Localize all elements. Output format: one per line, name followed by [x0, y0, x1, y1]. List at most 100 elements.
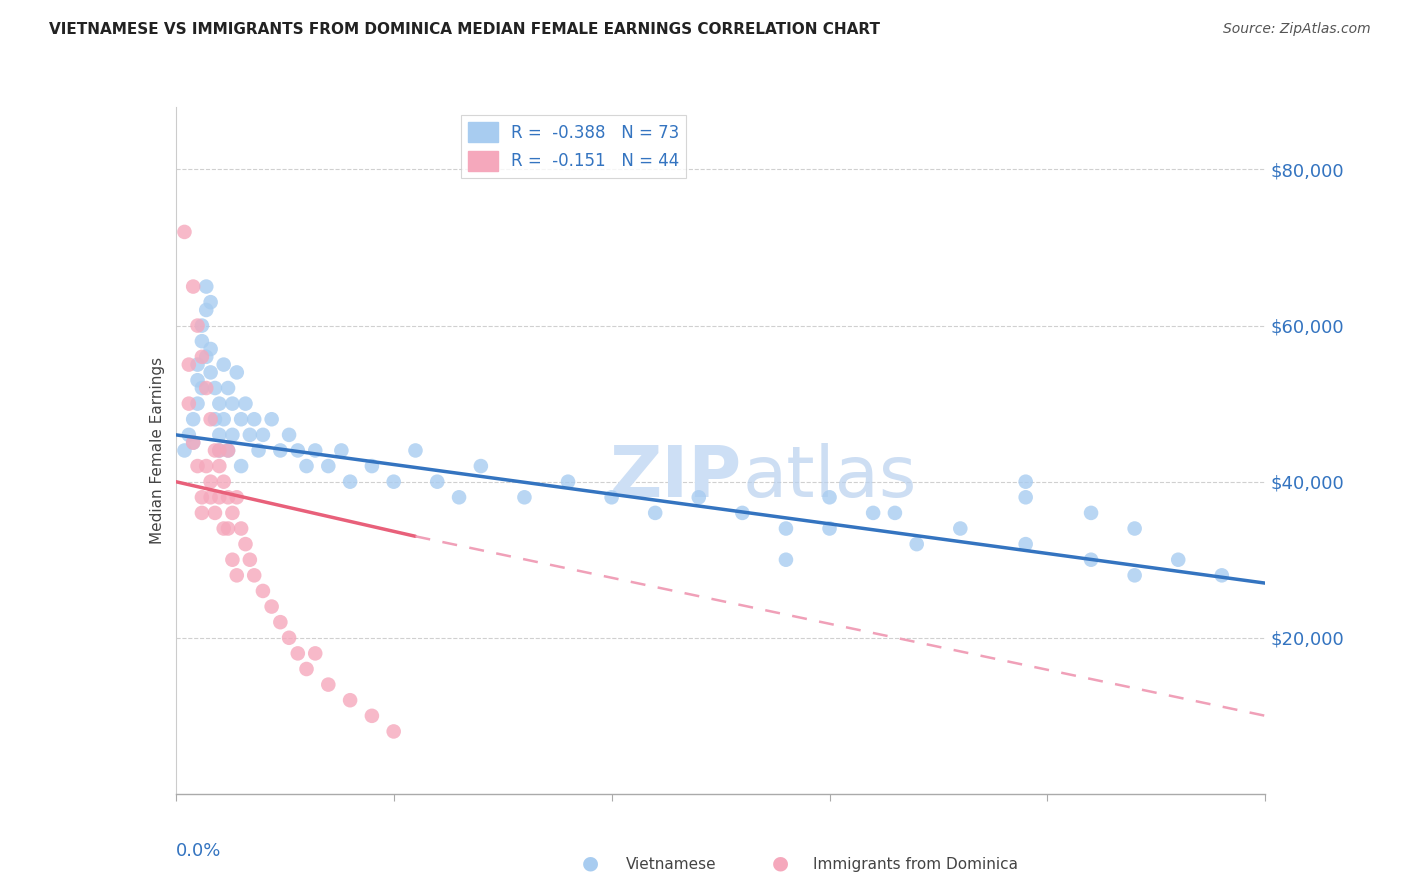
Point — [382, 724, 405, 739]
Point — [195, 303, 218, 318]
Point — [644, 506, 666, 520]
Text: ZIP: ZIP — [610, 443, 742, 512]
Point — [287, 443, 309, 458]
Point — [186, 318, 209, 333]
Point — [225, 366, 247, 380]
Point — [217, 521, 239, 535]
Point — [818, 521, 841, 535]
Point — [173, 225, 195, 239]
Point — [557, 475, 579, 489]
Point — [177, 396, 200, 410]
Point — [405, 443, 427, 458]
Point — [360, 708, 382, 723]
Text: ●: ● — [772, 854, 789, 872]
Point — [287, 646, 309, 660]
Point — [905, 537, 928, 551]
Point — [181, 435, 204, 450]
Point — [200, 412, 222, 426]
Point — [217, 381, 239, 395]
Point — [200, 366, 222, 380]
Point — [181, 435, 204, 450]
Point — [177, 358, 200, 372]
Point — [278, 427, 301, 442]
Point — [252, 583, 274, 598]
Point — [173, 443, 195, 458]
Point — [212, 521, 235, 535]
Point — [470, 458, 492, 473]
Point — [221, 506, 243, 520]
Point — [278, 631, 301, 645]
Point — [1211, 568, 1233, 582]
Point — [186, 358, 209, 372]
Point — [295, 662, 318, 676]
Point — [1080, 552, 1102, 567]
Point — [339, 475, 361, 489]
Point — [212, 358, 235, 372]
Point — [231, 412, 253, 426]
Point — [221, 552, 243, 567]
Point — [225, 568, 247, 582]
Point — [208, 443, 231, 458]
Point — [426, 475, 449, 489]
Point — [208, 396, 231, 410]
Point — [221, 427, 243, 442]
Text: Immigrants from Dominica: Immigrants from Dominica — [813, 857, 1018, 872]
Point — [217, 443, 239, 458]
Point — [884, 506, 907, 520]
Point — [1015, 475, 1038, 489]
Y-axis label: Median Female Earnings: Median Female Earnings — [149, 357, 165, 544]
Point — [360, 458, 382, 473]
Text: 0.0%: 0.0% — [176, 842, 221, 860]
Point — [208, 443, 231, 458]
Point — [304, 646, 326, 660]
Point — [304, 443, 326, 458]
Point — [204, 443, 226, 458]
Point — [1167, 552, 1189, 567]
Point — [252, 427, 274, 442]
Point — [260, 599, 283, 614]
Point — [231, 521, 253, 535]
Point — [195, 381, 218, 395]
Point — [181, 412, 204, 426]
Point — [235, 396, 257, 410]
Point — [208, 427, 231, 442]
Point — [200, 342, 222, 356]
Point — [1015, 490, 1038, 504]
Point — [195, 458, 218, 473]
Point — [204, 506, 226, 520]
Point — [949, 521, 972, 535]
Point — [208, 490, 231, 504]
Point — [195, 279, 218, 293]
Point — [339, 693, 361, 707]
Point — [235, 537, 257, 551]
Point — [181, 279, 204, 293]
Point — [200, 490, 222, 504]
Point — [231, 458, 253, 473]
Point — [775, 521, 797, 535]
Point — [191, 490, 214, 504]
Point — [1080, 506, 1102, 520]
Point — [295, 458, 318, 473]
Text: VIETNAMESE VS IMMIGRANTS FROM DOMINICA MEDIAN FEMALE EARNINGS CORRELATION CHART: VIETNAMESE VS IMMIGRANTS FROM DOMINICA M… — [49, 22, 880, 37]
Point — [212, 475, 235, 489]
Point — [513, 490, 536, 504]
Point — [247, 443, 270, 458]
Point — [195, 350, 218, 364]
Point — [862, 506, 884, 520]
Point — [177, 427, 200, 442]
Point — [191, 381, 214, 395]
Point — [243, 412, 266, 426]
Point — [208, 458, 231, 473]
Point — [186, 373, 209, 387]
Point — [330, 443, 353, 458]
Point — [382, 475, 405, 489]
Legend: R =  -0.388   N = 73, R =  -0.151   N = 44: R = -0.388 N = 73, R = -0.151 N = 44 — [461, 115, 686, 178]
Point — [191, 318, 214, 333]
Point — [200, 475, 222, 489]
Point — [688, 490, 710, 504]
Point — [731, 506, 754, 520]
Point — [243, 568, 266, 582]
Point — [221, 396, 243, 410]
Point — [200, 295, 222, 310]
Text: atlas: atlas — [742, 443, 917, 512]
